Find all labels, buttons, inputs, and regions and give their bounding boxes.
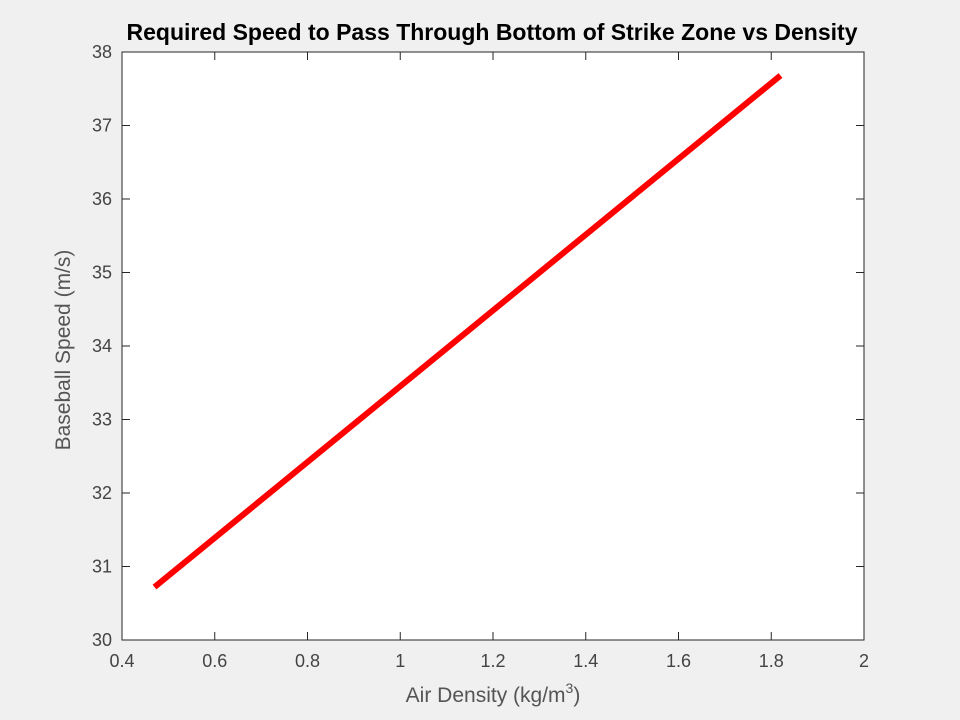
x-tick-label: 1.4 <box>573 651 598 671</box>
series-line <box>152 73 783 590</box>
y-tick-label: 33 <box>92 410 112 430</box>
y-tick-label: 37 <box>92 116 112 136</box>
x-tick-label: 2 <box>859 651 869 671</box>
y-tick-label: 30 <box>92 630 112 650</box>
x-tick-label: 1.2 <box>480 651 505 671</box>
tick-labels-layer: 0.4 0.6 0.8 1 1.2 1.4 1.6 1.8 2 30 31 32 33 34 35 36 37 3… <box>92 42 869 671</box>
chart-title: Required Speed to Pass Through Bottom of… <box>127 19 858 45</box>
y-tick-label: 31 <box>92 557 112 577</box>
y-tick-label: 34 <box>92 336 112 356</box>
y-tick-label: 35 <box>92 263 112 283</box>
x-axis-label-suffix: ) <box>573 684 580 707</box>
x-tick-label: 0.6 <box>202 651 227 671</box>
x-tick-label: 1.6 <box>666 651 691 671</box>
x-tick-label: 1.8 <box>759 651 784 671</box>
y-tick-label: 36 <box>92 189 112 209</box>
x-axis-label-base: Air Density (kg/m <box>406 684 566 707</box>
x-tick-label: 1 <box>395 651 405 671</box>
x-tick-label: 0.4 <box>109 651 134 671</box>
x-axis-label: Air Density (kg/m3) <box>406 680 581 707</box>
x-tick-label: 0.8 <box>295 651 320 671</box>
plot-area <box>122 52 864 640</box>
series-layer <box>152 73 783 590</box>
y-tick-label: 38 <box>92 42 112 62</box>
y-axis-label: Baseball Speed (m/s) <box>52 250 75 451</box>
plot-frame <box>121 51 865 641</box>
x-axis-label-superscript: 3 <box>566 680 574 696</box>
y-tick-label: 32 <box>92 483 112 503</box>
